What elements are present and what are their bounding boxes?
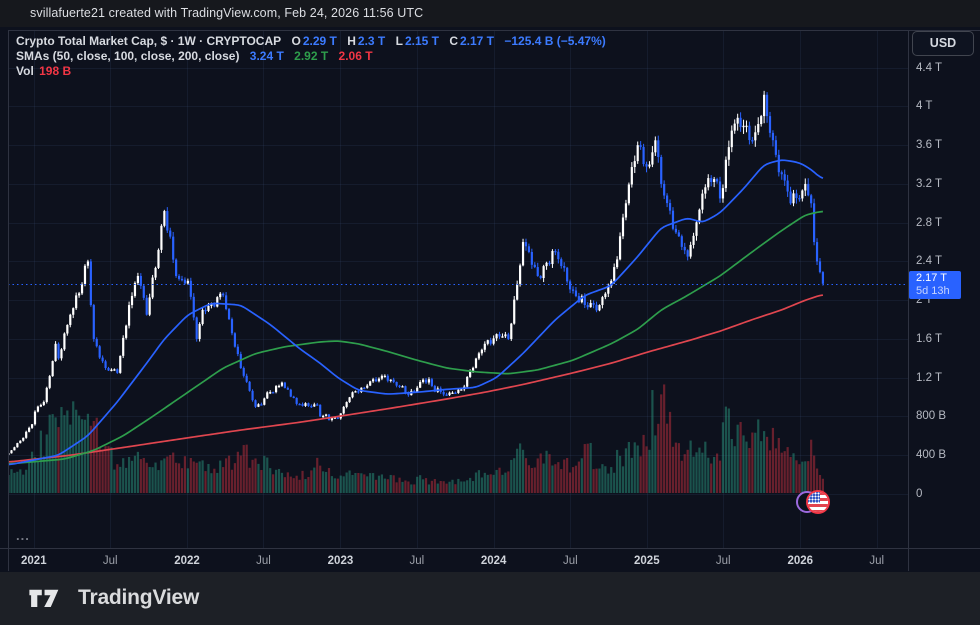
close-value: 2.17 T: [459, 34, 495, 48]
time-tick-label: Jul: [409, 555, 425, 567]
time-tick-label: 2021: [21, 555, 47, 567]
time-tick-label: 2025: [634, 555, 660, 567]
volume-legend-row[interactable]: Vol 198 B: [16, 64, 608, 79]
chart-widget: Crypto Total Market Cap, $ · 1W · CRYPTO…: [0, 27, 980, 572]
tradingview-logo-text: TradingView: [78, 586, 200, 609]
high-label: H: [347, 34, 356, 48]
symbol-title[interactable]: Crypto Total Market Cap, $ · 1W · CRYPTO…: [16, 34, 282, 48]
price-tick-label: 0: [916, 488, 923, 500]
price-tick-label: 2.4 T: [916, 255, 942, 268]
last-price-label: 2.17 T 5d 13h: [909, 270, 961, 299]
us-flag-icon: [806, 490, 830, 514]
time-tick-label: Jul: [715, 555, 731, 567]
tradingview-logo[interactable]: TradingView: [28, 585, 199, 611]
footer: TradingView: [0, 572, 980, 625]
time-tick-label: Jul: [563, 555, 578, 567]
attribution-text: svillafuerte21 created with TradingView.…: [30, 6, 424, 20]
price-tick-label: 3.2 T: [916, 177, 942, 190]
high-value: 2.3 T: [357, 34, 386, 48]
us-flag-event-icon[interactable]: [796, 490, 838, 518]
time-tick-label: 2023: [327, 555, 354, 567]
time-tick-label: Jul: [869, 555, 885, 567]
tradingview-logo-icon: [29, 589, 59, 607]
price-axis[interactable]: USD 2.17 T 5d 13h 4.4 T 4 T 3.6 T 3.2 T 2.8 …: [908, 27, 980, 572]
vol-value: 198 B: [39, 64, 72, 78]
chart-canvas[interactable]: [0, 27, 980, 572]
price-tick-label: 1.2 T: [916, 371, 942, 384]
low-label: L: [395, 34, 403, 48]
time-tick-label: 2026: [787, 555, 814, 567]
price-tick-label: 1.6 T: [916, 332, 942, 345]
price-tick-label: 4 T: [916, 100, 933, 113]
bar-countdown: 5d 13h: [916, 284, 950, 297]
usd-button[interactable]: USD: [912, 31, 974, 56]
flag-canton: [808, 492, 820, 503]
attribution-bar: svillafuerte21 created with TradingView.…: [0, 0, 980, 27]
last-price-value: 2.17 T: [916, 271, 947, 284]
time-tick-label: 2024: [480, 555, 507, 567]
sma200-value: 2.06 T: [338, 49, 373, 63]
chart-legend: Crypto Total Market Cap, $ · 1W · CRYPTO…: [16, 34, 608, 79]
sma100-value: 2.92 T: [294, 49, 329, 63]
open-label: O: [291, 34, 301, 48]
time-axis[interactable]: 2021 Jul 2022 Jul 2023 Jul 2024 Jul 2025 Jul 2026 J…: [0, 548, 980, 572]
price-tick-label: 4.4 T: [916, 61, 942, 74]
sma-indicator-label[interactable]: SMAs (50, close, 100, close, 200, close): [16, 49, 240, 63]
vol-label[interactable]: Vol: [16, 64, 34, 78]
sma-legend-row[interactable]: SMAs (50, close, 100, close, 200, close)…: [16, 49, 608, 64]
time-tick-label: Jul: [102, 555, 118, 567]
symbol-legend-row[interactable]: Crypto Total Market Cap, $ · 1W · CRYPTO…: [16, 34, 608, 49]
low-value: 2.15 T: [404, 34, 439, 48]
price-tick-label: 800 B: [916, 410, 947, 423]
open-value: 2.29 T: [302, 34, 337, 48]
time-tick-label: 2022: [174, 555, 200, 567]
sma50-value: 3.24 T: [249, 49, 284, 63]
price-tick-label: 400 B: [916, 449, 947, 462]
price-tick-label: 3.6 T: [916, 139, 942, 152]
close-label: C: [449, 34, 458, 48]
time-tick-label: Jul: [256, 555, 271, 567]
change-value: −125.4 B (−5.47%): [504, 34, 606, 48]
legend-overflow-button[interactable]: ...: [16, 528, 30, 543]
price-tick-label: 2.8 T: [916, 216, 942, 229]
